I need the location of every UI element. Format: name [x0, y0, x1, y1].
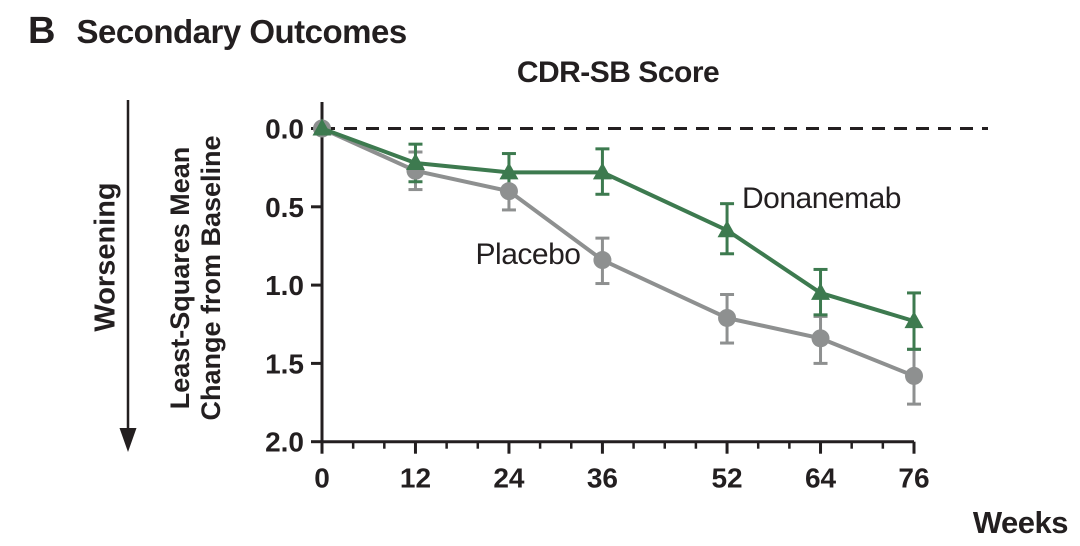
y-axis-label-line1: Least-Squares Mean — [165, 146, 195, 410]
y-axis-label: Least-Squares Mean Change from Baseline — [165, 135, 227, 420]
x-tick-label: 36 — [587, 463, 618, 494]
marker-triangle-donanemab — [499, 162, 519, 180]
marker-circle-placebo — [811, 329, 830, 348]
panel-header: B Secondary Outcomes — [28, 10, 407, 53]
marker-circle-placebo — [718, 308, 737, 327]
marker-triangle-donanemab — [904, 311, 924, 329]
marker-triangle-donanemab — [717, 220, 737, 238]
marker-triangle-donanemab — [811, 282, 831, 300]
y-tick-label: 0.5 — [265, 192, 304, 223]
y-tick-label: 2.0 — [265, 427, 304, 458]
x-tick-label: 12 — [400, 463, 431, 494]
y-tick-label: 1.5 — [265, 348, 304, 379]
x-tick-label: 64 — [805, 463, 837, 494]
y-axis-label-line2: Change from Baseline — [196, 135, 226, 421]
x-tick-label: 52 — [711, 463, 742, 494]
chart-title: CDR-SB Score — [516, 56, 720, 89]
panel-letter: B — [28, 10, 55, 52]
marker-triangle-donanemab — [312, 118, 332, 136]
x-tick-label: 0 — [314, 463, 330, 494]
marker-circle-placebo — [499, 182, 518, 201]
panel-title: Secondary Outcomes — [76, 13, 407, 50]
worsening-arrow-head — [119, 428, 137, 452]
y-tick-label: 1.0 — [265, 270, 304, 301]
donanemab-series-label: Donanemab — [742, 182, 901, 215]
x-tick-label: 76 — [898, 463, 929, 494]
marker-circle-placebo — [593, 251, 612, 270]
x-tick-label: 24 — [493, 463, 525, 494]
marker-triangle-donanemab — [592, 162, 612, 180]
worsening-direction-label: Worsening — [89, 182, 122, 332]
marker-triangle-donanemab — [405, 152, 425, 170]
x-axis-label: Weeks — [972, 505, 1069, 540]
y-tick-label: 0.0 — [265, 114, 304, 145]
marker-circle-placebo — [905, 366, 923, 385]
placebo-series-label: Placebo — [475, 238, 581, 271]
